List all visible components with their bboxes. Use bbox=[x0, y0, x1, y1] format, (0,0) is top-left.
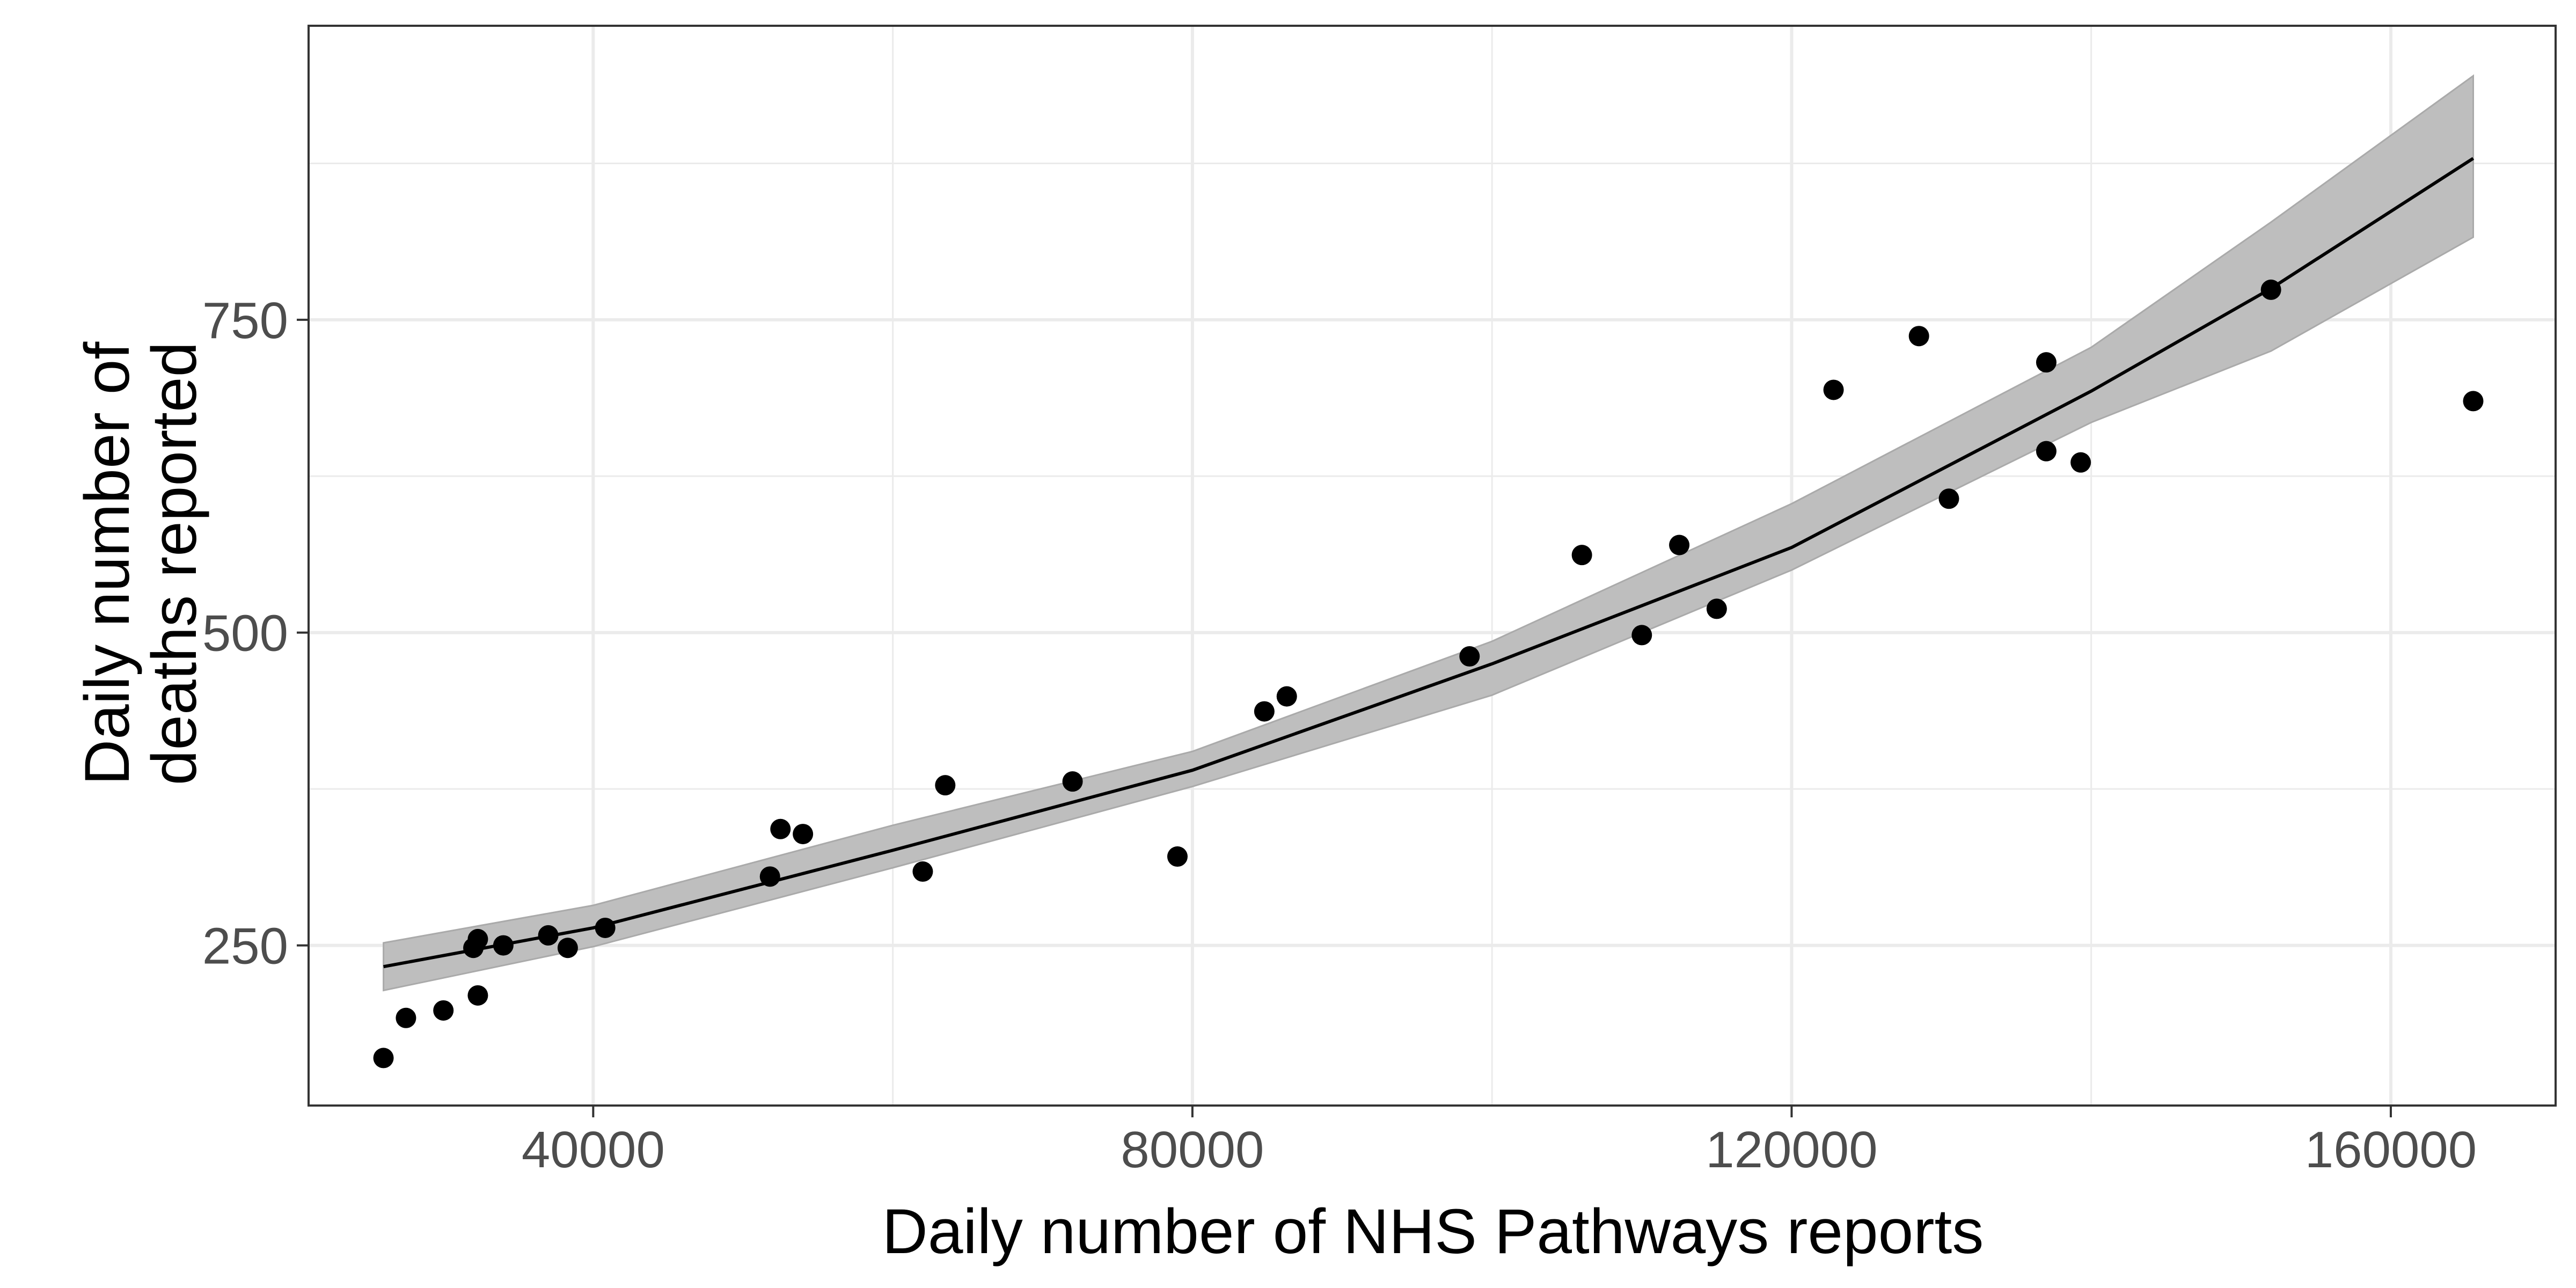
data-point bbox=[538, 925, 559, 946]
data-point bbox=[1571, 545, 1592, 566]
data-point bbox=[1459, 646, 1480, 667]
data-point bbox=[1706, 598, 1727, 619]
data-point bbox=[467, 985, 488, 1006]
y-axis-title-line-2: deaths reported bbox=[139, 342, 210, 786]
y-axis-ticks: 250 500 750 bbox=[202, 292, 309, 975]
data-point bbox=[557, 938, 578, 958]
data-point bbox=[373, 1048, 394, 1069]
x-tick-label: 120000 bbox=[1706, 1121, 1877, 1179]
data-point bbox=[1062, 771, 1083, 792]
data-point bbox=[2260, 279, 2281, 300]
data-point bbox=[912, 861, 933, 882]
fit-line-layer bbox=[383, 157, 2475, 969]
data-point bbox=[1254, 701, 1275, 722]
data-point bbox=[935, 775, 956, 796]
data-point bbox=[1276, 686, 1297, 707]
data-point bbox=[793, 824, 814, 845]
data-point bbox=[2070, 452, 2091, 473]
data-point bbox=[1167, 846, 1188, 867]
y-axis-title: Daily number of deaths reported bbox=[72, 342, 210, 786]
x-tick-label: 80000 bbox=[1121, 1121, 1264, 1179]
data-point bbox=[1669, 535, 1690, 555]
x-tick-label: 160000 bbox=[2305, 1121, 2477, 1179]
data-point bbox=[2036, 352, 2057, 373]
data-point bbox=[493, 935, 514, 956]
confidence-band-layer bbox=[383, 74, 2474, 992]
data-point bbox=[770, 818, 791, 839]
data-point bbox=[1938, 488, 1959, 509]
confidence-band bbox=[383, 74, 2474, 992]
fit-line bbox=[383, 157, 2475, 969]
data-point bbox=[595, 917, 616, 938]
y-axis-title-line-1: Daily number of bbox=[72, 342, 143, 786]
data-point bbox=[759, 866, 780, 887]
x-axis-ticks: 40000 80000 120000 160000 bbox=[522, 1106, 2477, 1179]
data-point bbox=[396, 1007, 416, 1028]
y-tick-label: 750 bbox=[202, 292, 288, 349]
data-point bbox=[433, 1000, 454, 1021]
data-point bbox=[2463, 391, 2484, 412]
x-axis-title: Daily number of NHS Pathways reports bbox=[882, 1196, 1984, 1267]
data-point bbox=[1631, 625, 1652, 646]
y-tick-label: 250 bbox=[202, 918, 288, 975]
x-tick-label: 40000 bbox=[522, 1121, 665, 1179]
data-points bbox=[373, 279, 2484, 1069]
data-point bbox=[467, 928, 488, 949]
data-point bbox=[2036, 441, 2057, 462]
y-tick-label: 500 bbox=[202, 605, 288, 662]
data-point bbox=[1908, 326, 1929, 347]
data-point bbox=[1823, 379, 1844, 400]
panel-border bbox=[308, 25, 2557, 1107]
